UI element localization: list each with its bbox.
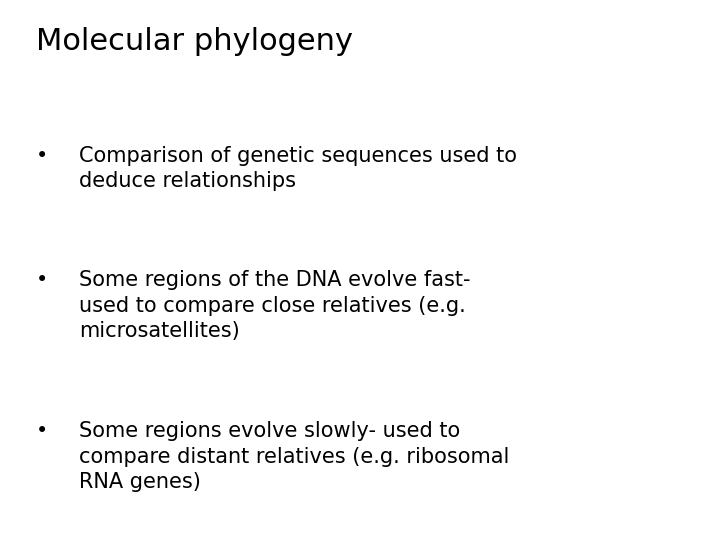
Text: •: • [36, 421, 48, 441]
Text: Molecular phylogeny: Molecular phylogeny [36, 27, 353, 56]
Text: Comparison of genetic sequences used to
deduce relationships: Comparison of genetic sequences used to … [79, 146, 517, 191]
Text: Some regions evolve slowly- used to
compare distant relatives (e.g. ribosomal
RN: Some regions evolve slowly- used to comp… [79, 421, 510, 492]
Text: Some regions of the DNA evolve fast-
used to compare close relatives (e.g.
micro: Some regions of the DNA evolve fast- use… [79, 270, 471, 341]
Text: •: • [36, 270, 48, 290]
Text: •: • [36, 146, 48, 166]
